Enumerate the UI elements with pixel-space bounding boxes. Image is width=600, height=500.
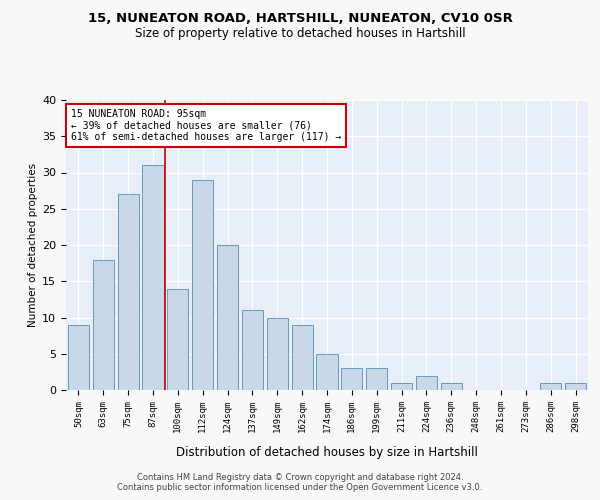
Bar — [565, 383, 586, 390]
Text: Distribution of detached houses by size in Hartshill: Distribution of detached houses by size … — [176, 446, 478, 459]
Bar — [366, 368, 387, 390]
Y-axis label: Number of detached properties: Number of detached properties — [28, 163, 38, 327]
Bar — [93, 260, 114, 390]
Text: 15 NUNEATON ROAD: 95sqm
← 39% of detached houses are smaller (76)
61% of semi-de: 15 NUNEATON ROAD: 95sqm ← 39% of detache… — [71, 108, 341, 142]
Bar — [267, 318, 288, 390]
Bar — [316, 354, 338, 390]
Text: Contains HM Land Registry data © Crown copyright and database right 2024.
Contai: Contains HM Land Registry data © Crown c… — [118, 473, 482, 492]
Bar — [540, 383, 561, 390]
Bar — [441, 383, 462, 390]
Bar — [416, 376, 437, 390]
Bar — [118, 194, 139, 390]
Text: Size of property relative to detached houses in Hartshill: Size of property relative to detached ho… — [134, 28, 466, 40]
Bar — [341, 368, 362, 390]
Bar — [142, 165, 164, 390]
Bar — [292, 325, 313, 390]
Bar — [242, 310, 263, 390]
Bar — [391, 383, 412, 390]
Bar — [217, 245, 238, 390]
Bar — [192, 180, 213, 390]
Bar — [167, 288, 188, 390]
Bar — [68, 325, 89, 390]
Text: 15, NUNEATON ROAD, HARTSHILL, NUNEATON, CV10 0SR: 15, NUNEATON ROAD, HARTSHILL, NUNEATON, … — [88, 12, 512, 26]
